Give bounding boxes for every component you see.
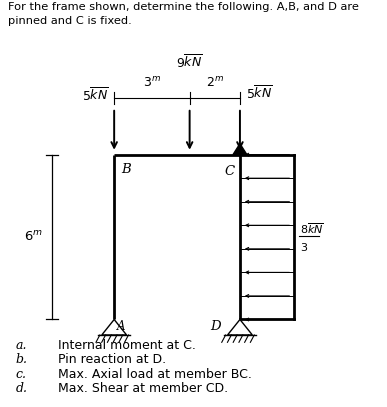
Text: $9\overline{kN}$: $9\overline{kN}$ xyxy=(176,54,203,71)
Polygon shape xyxy=(102,319,127,335)
Text: Max. Shear at member CD.: Max. Shear at member CD. xyxy=(58,382,228,395)
Text: $6^m$: $6^m$ xyxy=(24,230,43,244)
Text: For the frame shown, determine the following. A,B, and D are: For the frame shown, determine the follo… xyxy=(8,2,359,12)
Text: Internal moment at C.: Internal moment at C. xyxy=(58,339,196,352)
Text: $5\overline{kN}$: $5\overline{kN}$ xyxy=(246,85,272,102)
Text: D: D xyxy=(210,320,221,333)
Text: $2^m$: $2^m$ xyxy=(206,76,224,90)
Text: b.: b. xyxy=(15,353,27,366)
Text: pinned and C is fixed.: pinned and C is fixed. xyxy=(8,16,132,26)
Text: A: A xyxy=(117,320,126,333)
Text: B: B xyxy=(121,163,131,176)
Polygon shape xyxy=(228,319,252,335)
Text: c.: c. xyxy=(15,368,26,381)
Text: $8\overline{kN}$: $8\overline{kN}$ xyxy=(300,221,324,236)
Text: $5\overline{kN}$: $5\overline{kN}$ xyxy=(82,87,108,104)
Text: Max. Axial load at member BC.: Max. Axial load at member BC. xyxy=(58,368,252,381)
Text: a.: a. xyxy=(15,339,27,352)
Text: $3$: $3$ xyxy=(300,241,308,253)
Text: d.: d. xyxy=(15,382,27,395)
Text: Pin reaction at D.: Pin reaction at D. xyxy=(58,353,166,366)
Polygon shape xyxy=(233,144,247,155)
Text: $3^m$: $3^m$ xyxy=(143,76,161,90)
Text: C: C xyxy=(224,165,234,178)
